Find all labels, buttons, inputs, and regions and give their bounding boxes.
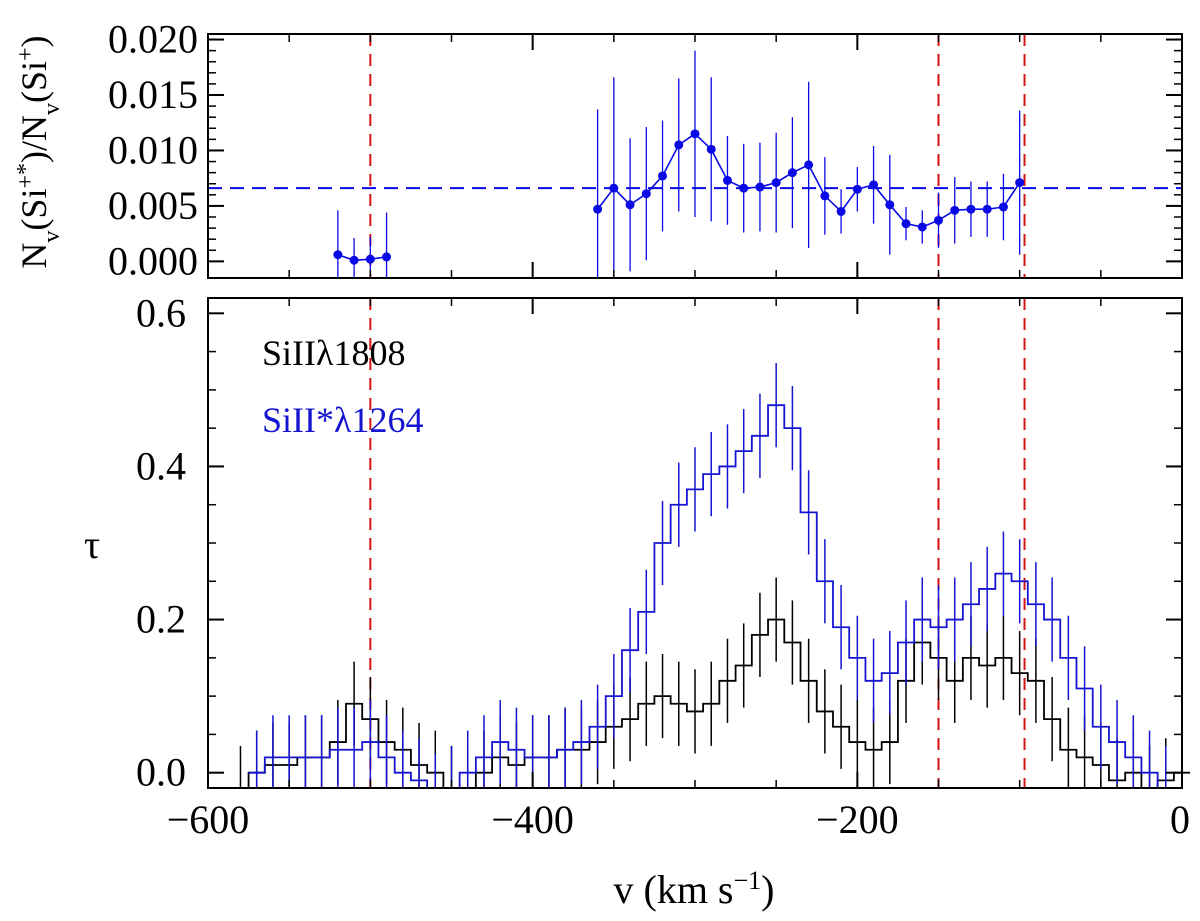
ratio-point [901, 219, 911, 229]
ratio-point [820, 191, 830, 201]
ratio-point [982, 204, 992, 214]
ratio-point [852, 184, 862, 194]
siII-star-1264-step-line [248, 404, 1174, 789]
ratio-point [658, 171, 668, 181]
legend-entry-siII-star-1264: SiII*λ1264 [262, 400, 423, 440]
x-tick-label: 0 [1170, 797, 1190, 842]
ratio-point [950, 205, 960, 215]
ratio-point [804, 160, 814, 170]
bottom-y-tick-label: 0.0 [136, 750, 186, 795]
ratio-point [787, 168, 797, 178]
ratio-point [706, 144, 716, 154]
ratio-point [917, 222, 927, 232]
ratio-panel: 0.000 0.005 0.010 0.015 0.020 Nv(Si+*)/Nv(Si… [13, 17, 1183, 283]
ratio-point [349, 255, 359, 265]
x-tick-label: −200 [816, 797, 899, 842]
ratio-point [722, 175, 732, 185]
ratio-point [625, 200, 635, 210]
ratio-point [771, 178, 781, 188]
top-y-axis-title: Nv(Si+*)/Nv(Si+) [13, 35, 65, 268]
ratio-point [966, 204, 976, 214]
bottom-y-tick-label: 0.6 [136, 290, 186, 335]
tau-series [232, 363, 1191, 789]
ratio-point [869, 180, 879, 190]
ratio-point [690, 129, 700, 139]
ratio-point [333, 250, 343, 260]
x-tick-label: −600 [167, 797, 250, 842]
top-y-tick-label: 0.010 [108, 127, 198, 172]
bottom-y-axis-title: τ [84, 522, 100, 567]
ratio-point [755, 182, 765, 192]
ratio-point [739, 183, 749, 193]
ratio-point [836, 206, 846, 216]
x-tick-label: −400 [491, 797, 574, 842]
ratio-line-segment-0 [337, 253, 387, 262]
ratio-point [365, 254, 375, 264]
ratio-point [641, 189, 651, 199]
bottom-y-tick-label: 0.4 [136, 443, 186, 488]
ratio-point [1015, 178, 1025, 188]
siII-1808-step-line [232, 618, 1191, 789]
top-y-tick-label: 0.000 [108, 238, 198, 283]
top-ticks: 0.000 0.005 0.010 0.015 0.020 [108, 17, 1183, 283]
bottom-reference-lines [369, 298, 1026, 788]
top-y-tick-label: 0.005 [108, 183, 198, 228]
top-y-tick-label: 0.020 [108, 17, 198, 62]
legend-entry-siII-1808: SiIIλ1808 [262, 333, 405, 373]
ratio-point [674, 140, 684, 150]
ratio-point [593, 204, 603, 214]
top-y-tick-label: 0.015 [108, 72, 198, 117]
tau-panel: 0.0 0.2 0.4 0.6 −600 −400 −200 0 τ v (km s−1) S… [84, 290, 1191, 913]
x-axis-title: v (km s−1) [614, 866, 775, 913]
ratio-point [885, 200, 895, 210]
ratio-point [934, 215, 943, 225]
bottom-y-tick-label: 0.2 [136, 597, 186, 642]
ratio-point [382, 252, 392, 262]
ratio-point [609, 183, 619, 193]
ratio-series [333, 50, 1025, 278]
bottom-ticks: 0.0 0.2 0.4 0.6 −600 −400 −200 0 [136, 290, 1190, 842]
ratio-point [998, 202, 1008, 212]
